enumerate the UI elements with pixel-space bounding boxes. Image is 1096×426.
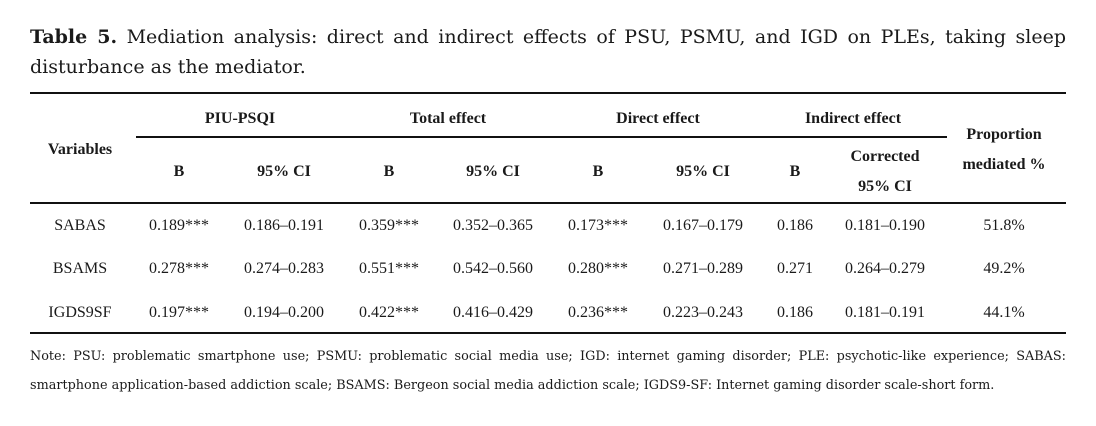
header-direct-b: B <box>592 163 604 180</box>
header-direct-ci: 95% CI <box>676 163 730 180</box>
cell-piu-ci: 0.186–0.191 <box>244 217 324 234</box>
cell-piu-b: 0.189*** <box>149 217 209 234</box>
cell-proportion: 49.2% <box>983 260 1025 277</box>
header-piu-ci: 95% CI <box>257 163 311 180</box>
header-piu-b: B <box>173 163 185 180</box>
header-group-total-effect: Total effect <box>409 110 487 127</box>
header-bottom-rule <box>30 202 1066 204</box>
cell-piu-b: 0.278*** <box>149 260 209 277</box>
header-proportion-line1: Proportion <box>966 126 1042 143</box>
table-caption: Table 5. Mediation analysis: direct and … <box>30 22 1066 82</box>
cell-total-b: 0.359*** <box>359 217 419 234</box>
row-variable: BSAMS <box>52 260 108 277</box>
cell-proportion: 44.1% <box>983 304 1025 321</box>
header-group-direct-effect: Direct effect <box>616 110 700 127</box>
cell-indirect-b: 0.186 <box>777 304 813 321</box>
header-variables: Variables <box>47 141 113 158</box>
cell-indirect-b: 0.271 <box>777 260 813 277</box>
cell-direct-b: 0.173*** <box>568 217 628 234</box>
cell-direct-b: 0.236*** <box>568 304 628 321</box>
header-group-piu-psqi: PIU-PSQI <box>204 110 276 127</box>
cell-indirect-ci: 0.264–0.279 <box>845 260 925 277</box>
cell-indirect-b: 0.186 <box>777 217 813 234</box>
cell-piu-b: 0.197*** <box>149 304 209 321</box>
cell-total-ci: 0.352–0.365 <box>453 217 533 234</box>
cell-total-ci: 0.542–0.560 <box>453 260 533 277</box>
header-group-rule <box>136 136 947 138</box>
header-corrected-line1: Corrected <box>850 148 920 165</box>
cell-indirect-ci: 0.181–0.190 <box>845 217 925 234</box>
cell-direct-ci: 0.271–0.289 <box>663 260 743 277</box>
table-bottom-rule <box>30 332 1066 334</box>
header-total-ci: 95% CI <box>466 163 520 180</box>
row-variable: IGDS9SF <box>48 304 112 321</box>
cell-direct-ci: 0.167–0.179 <box>663 217 743 234</box>
header-corrected-line2: 95% CI <box>858 178 912 195</box>
cell-indirect-ci: 0.181–0.191 <box>845 304 925 321</box>
row-variable: SABAS <box>54 217 106 234</box>
cell-piu-ci: 0.194–0.200 <box>244 304 324 321</box>
table-caption-text: Mediation analysis: direct and indirect … <box>30 26 1066 78</box>
table-caption-label: Table 5. <box>30 26 118 48</box>
cell-direct-ci: 0.223–0.243 <box>663 304 743 321</box>
cell-total-b: 0.422*** <box>359 304 419 321</box>
cell-piu-ci: 0.274–0.283 <box>244 260 324 277</box>
cell-total-b: 0.551*** <box>359 260 419 277</box>
table-note: Note: PSU: problematic smartphone use; P… <box>30 349 1066 393</box>
header-total-b: B <box>383 163 395 180</box>
cell-total-ci: 0.416–0.429 <box>453 304 533 321</box>
cell-direct-b: 0.280*** <box>568 260 628 277</box>
cell-proportion: 51.8% <box>983 217 1025 234</box>
header-group-indirect-effect: Indirect effect <box>804 110 902 127</box>
header-proportion-line2: mediated % <box>962 156 1046 173</box>
header-indirect-b: B <box>789 163 801 180</box>
table-top-rule <box>30 92 1066 94</box>
